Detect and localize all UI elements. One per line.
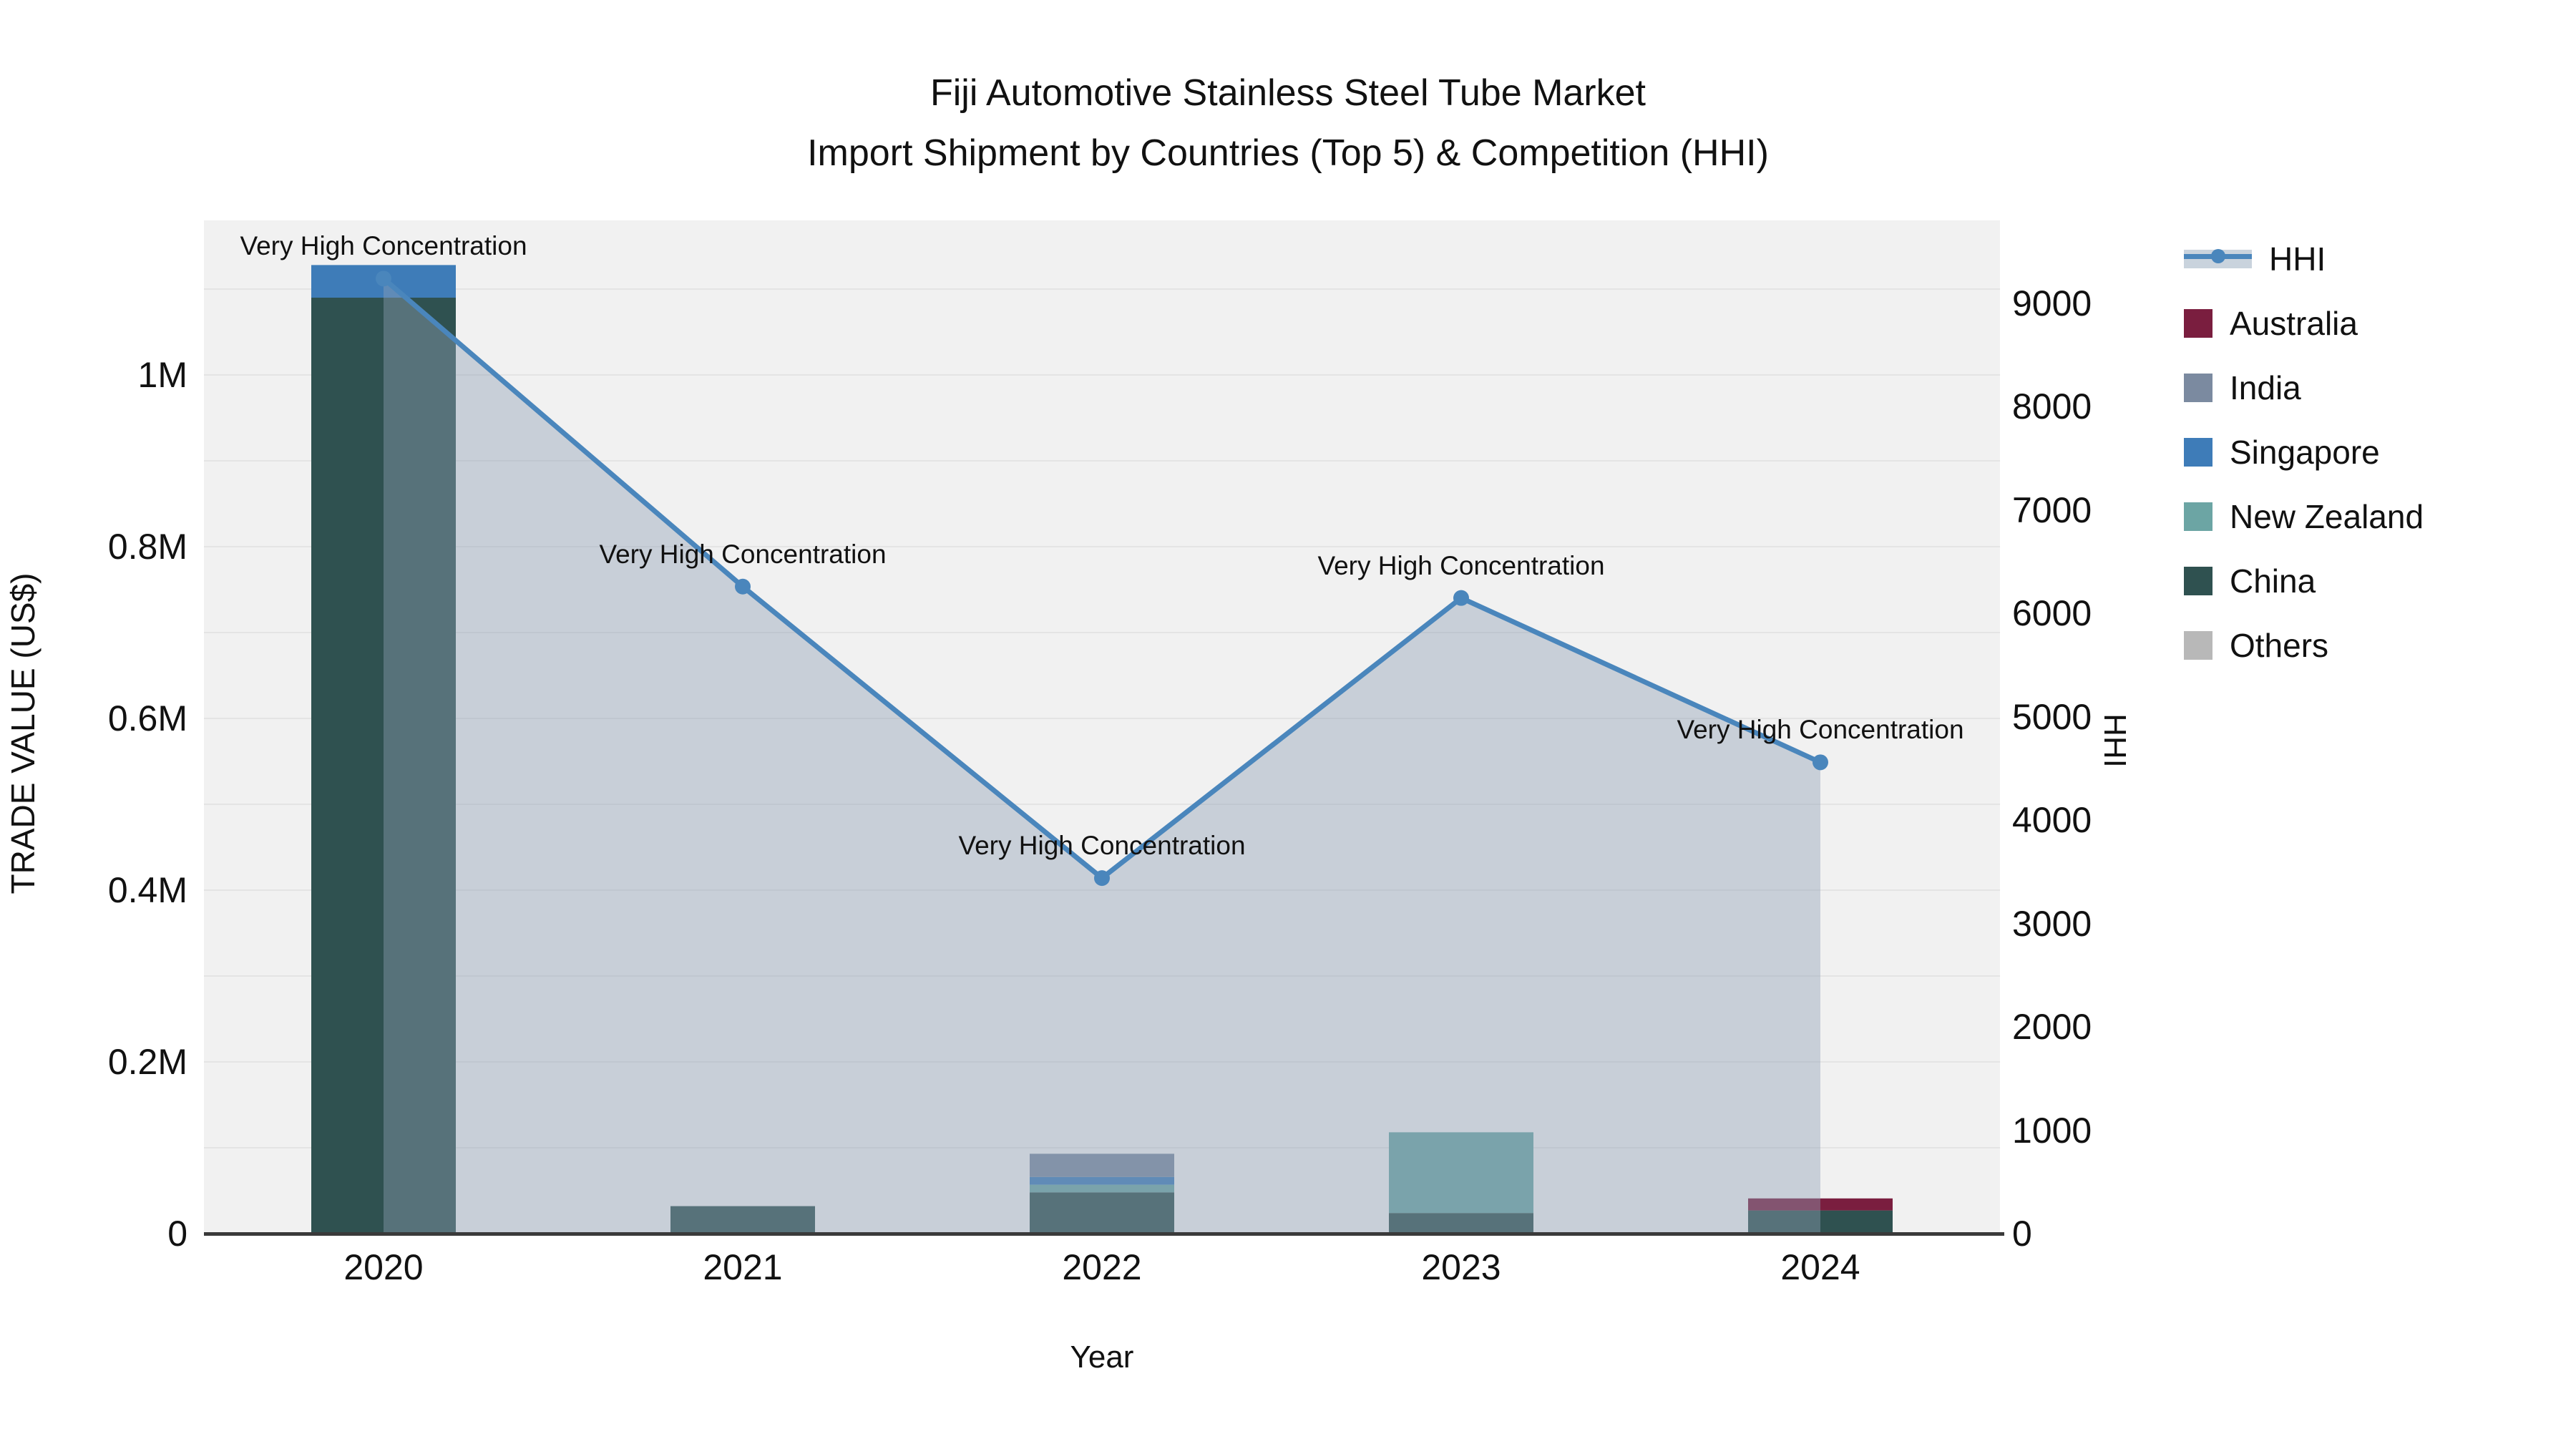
hhi-marker-2023 [1453,590,1469,606]
annotation-2020: Very High Concentration [240,231,527,261]
legend-item-hhi: HHI [2184,239,2424,279]
x-tick-2024: 2024 [1780,1247,1860,1287]
y-right-tick-1000: 1000 [2012,1110,2092,1151]
legend-label-hhi: HHI [2269,240,2326,278]
y-right-tick-7000: 7000 [2012,489,2092,530]
legend-item-china: China [2184,561,2424,601]
x-axis-line [204,1232,2004,1236]
annotation-2022: Very High Concentration [958,831,1246,861]
bar-segment-singapore-2022 [1030,1176,1174,1185]
x-tick-2020: 2020 [343,1247,424,1287]
bar-segment-india-2022 [1030,1153,1174,1177]
annotation-2021: Very High Concentration [599,539,887,569]
legend-item-others: Others [2184,625,2424,665]
y-right-tick-0: 0 [2012,1214,2032,1254]
legend-label-india: India [2230,369,2301,406]
bar-segment-china-2022 [1030,1192,1174,1234]
annotation-2024: Very High Concentration [1677,715,1964,745]
legend-swatch-others [2184,631,2212,660]
legend-item-australia: Australia [2184,303,2424,343]
chart-title: Fiji Automotive Stainless Steel Tube Mar… [0,63,2576,183]
annotation-2023: Very High Concentration [1317,550,1605,580]
bar-segment-china-2023 [1389,1213,1533,1234]
bar-segment-new-zealand-2022 [1030,1184,1174,1193]
legend-swatch-china [2184,567,2212,595]
x-tick-2021: 2021 [703,1247,783,1287]
x-tick-2022: 2022 [1062,1247,1142,1287]
hhi-marker-2021 [735,578,751,595]
legend-item-singapore: Singapore [2184,432,2424,472]
chart-title-line2: Import Shipment by Countries (Top 5) & C… [807,132,1769,175]
x-tick-2023: 2023 [1421,1247,1501,1287]
hhi-area [384,278,1820,1234]
chart-title-line1: Fiji Automotive Stainless Steel Tube Mar… [930,72,1646,114]
legend-label-singapore: Singapore [2230,434,2380,471]
legend: HHI Australia India Singapore New Zealand Chi… [2184,239,2424,665]
hhi-marker-2022 [1094,870,1110,887]
y-left-tick-0.6M: 0.6M [107,698,187,738]
y-right-tick-2000: 2000 [2012,1007,2092,1048]
hhi-marker-2020 [376,270,391,287]
legend-label-new-zealand: New Zealand [2230,498,2424,535]
bar-segment-china-2024 [1748,1210,1893,1234]
legend-item-india: India [2184,368,2424,408]
y-right-tick-6000: 6000 [2012,593,2092,634]
y-right-tick-8000: 8000 [2012,386,2092,427]
y-left-tick-1M: 1M [137,355,187,395]
legend-label-australia: Australia [2230,305,2358,342]
bar-segment-china-2021 [670,1206,815,1234]
y-right-tick-9000: 9000 [2012,283,2092,323]
hhi-marker-2024 [1813,754,1828,771]
y-left-tick-0.4M: 0.4M [107,870,187,910]
plot-canvas [204,265,2000,1234]
bar-segment-china-2020 [311,298,456,1234]
y-left-tick-0.2M: 0.2M [107,1042,187,1082]
legend-swatch-singapore [2184,438,2212,467]
y-left-tick-0.8M: 0.8M [107,527,187,567]
legend-item-new-zealand: New Zealand [2184,497,2424,537]
y-left-tick-0: 0 [167,1214,187,1254]
y-right-tick-3000: 3000 [2012,903,2092,944]
x-axis-title: Year [1070,1340,1134,1375]
bar-segment-new-zealand-2023 [1389,1132,1533,1214]
y-left-axis-title: TRADE VALUE (US$) [4,572,42,894]
legend-hhi-line-icon [2184,248,2252,270]
y-right-axis-title: HHI [2097,713,2132,768]
legend-label-china: China [2230,562,2316,600]
legend-label-others: Others [2230,627,2329,664]
y-right-tick-5000: 5000 [2012,696,2092,737]
plot-area-background [204,220,2000,1234]
y-right-tick-4000: 4000 [2012,800,2092,841]
bar-segment-australia-2024 [1748,1198,1893,1211]
legend-swatch-new-zealand [2184,502,2212,531]
legend-swatch-australia [2184,309,2212,338]
legend-swatch-india [2184,374,2212,402]
